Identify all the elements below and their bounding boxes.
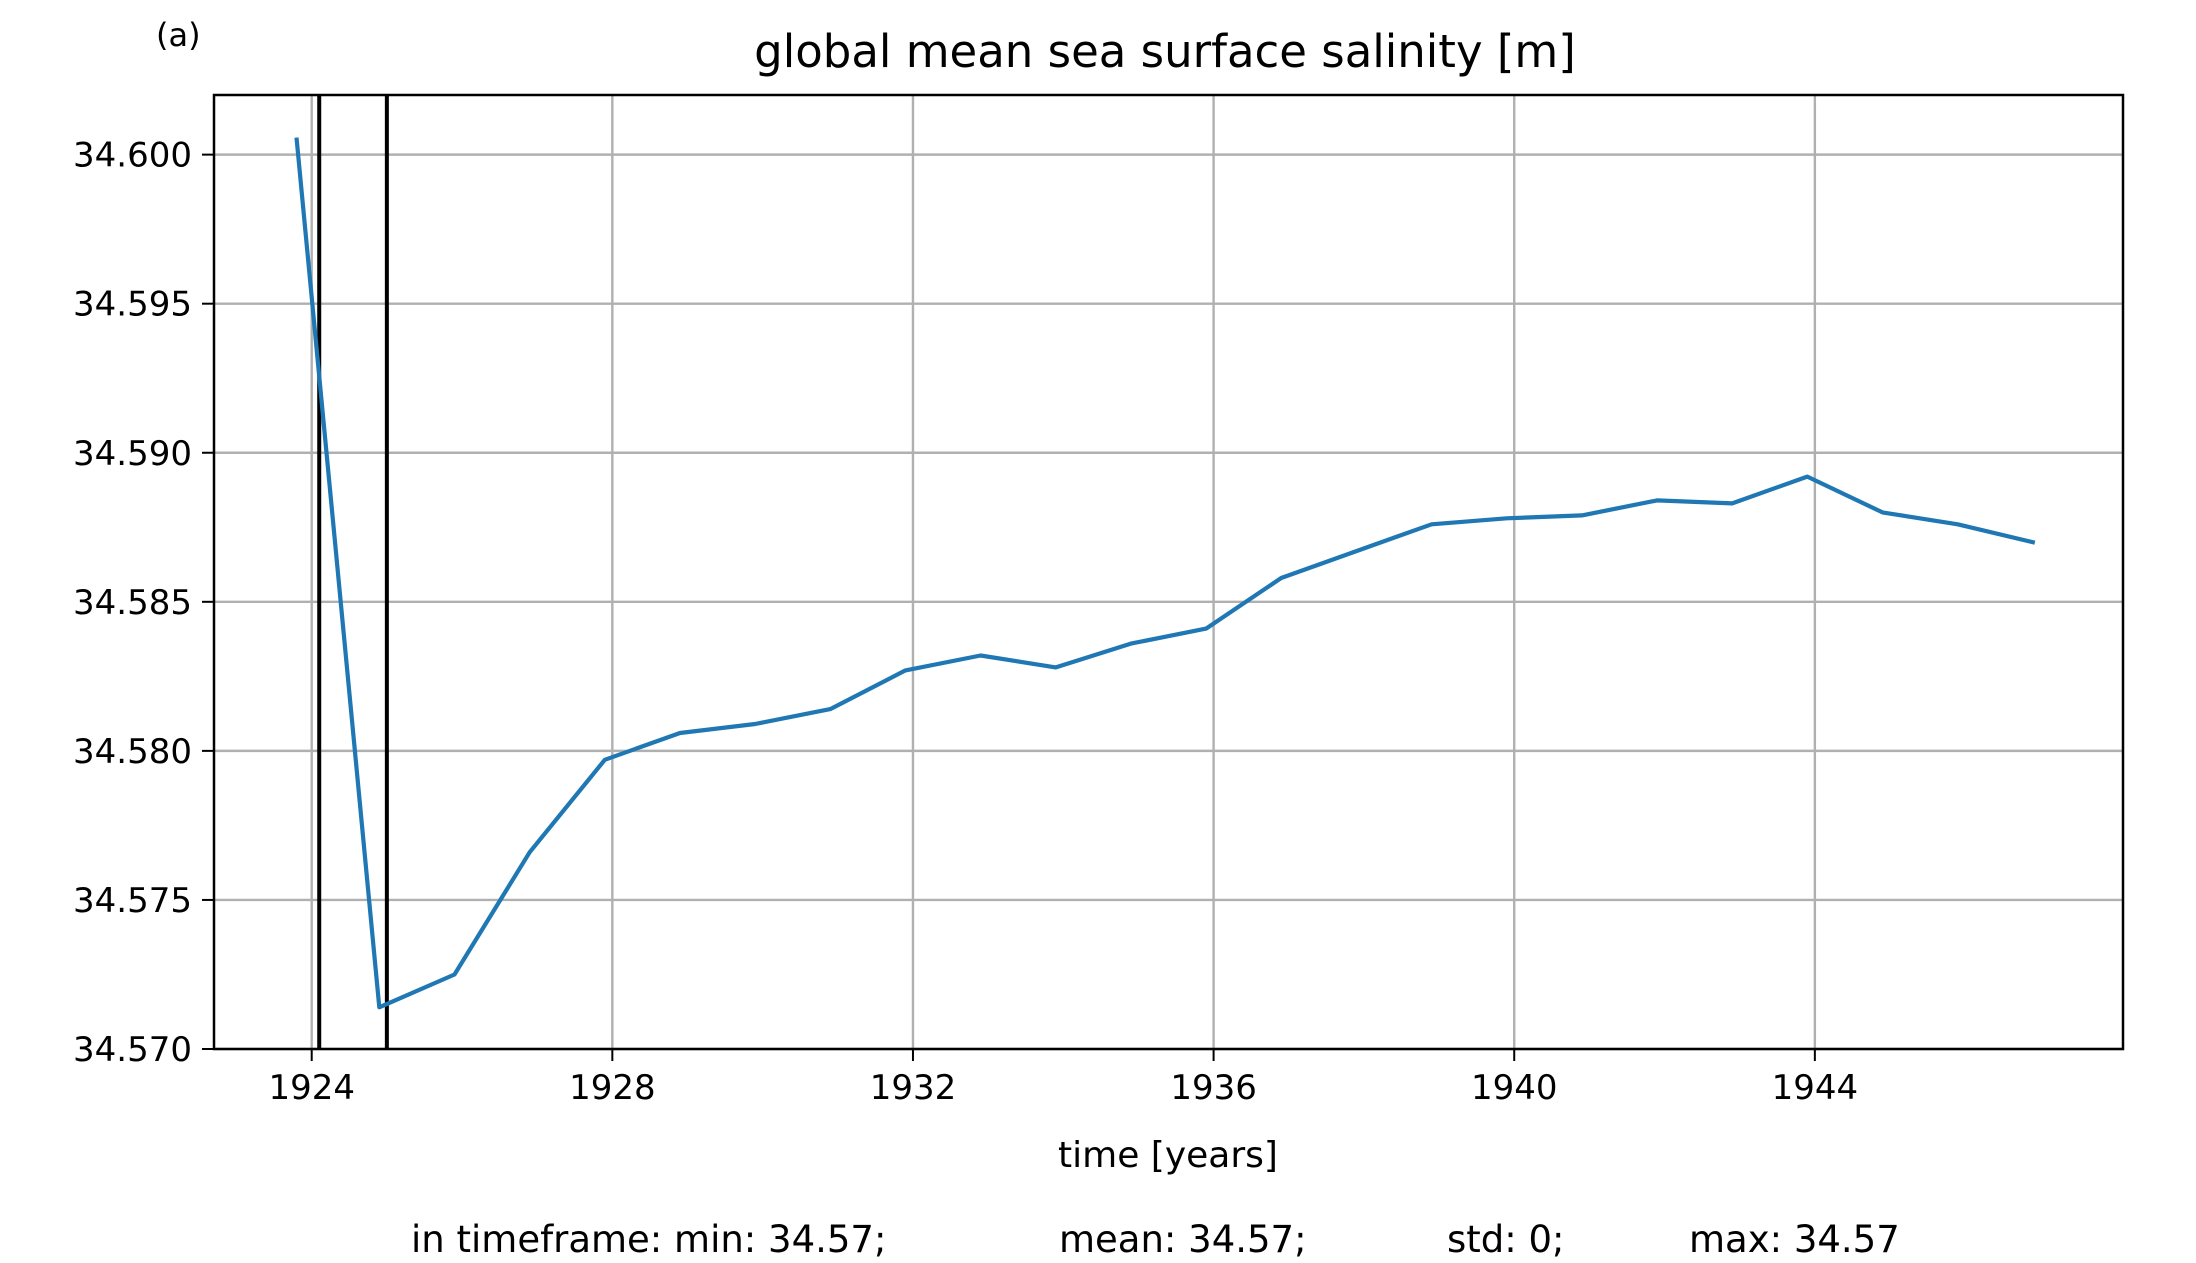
y-tick-label: 34.580	[73, 732, 192, 772]
chart-title: global mean sea surface salinity [m]	[754, 25, 1576, 78]
y-tick-label: 34.600	[73, 136, 192, 176]
x-tick-label: 1928	[569, 1068, 656, 1108]
y-tick-label: 34.585	[73, 583, 192, 623]
x-tick-label: 1924	[268, 1068, 355, 1108]
y-tick-label: 34.570	[73, 1030, 192, 1070]
plot-frame	[212, 93, 2125, 1051]
x-axis-label: time [years]	[1058, 1135, 1278, 1176]
vertical-markers	[317, 95, 389, 1049]
x-tick-label: 1932	[870, 1068, 957, 1108]
stat-mean: mean: 34.57;	[1059, 1218, 1307, 1261]
x-tick-label: 1944	[1772, 1068, 1859, 1108]
series-lines	[294, 137, 2036, 1010]
stat-min: in timeframe: min: 34.57;	[411, 1218, 886, 1261]
y-tick-label: 34.590	[73, 434, 192, 474]
y-tick-label: 34.595	[73, 285, 192, 325]
x-axis: 1924 1928 1932 1936 1940 1944	[268, 1049, 1858, 1108]
panel-label: (a)	[156, 16, 201, 54]
y-axis: 34.570 34.575 34.580 34.585 34.590 34.595 34.6…	[73, 136, 214, 1070]
y-tick-label: 34.575	[73, 881, 192, 921]
x-tick-label: 1940	[1471, 1068, 1558, 1108]
stat-std: std: 0;	[1447, 1218, 1565, 1261]
x-tick-label: 1936	[1170, 1068, 1257, 1108]
stat-max: max: 34.57	[1689, 1218, 1900, 1261]
salinity-series-line	[294, 137, 2036, 1010]
